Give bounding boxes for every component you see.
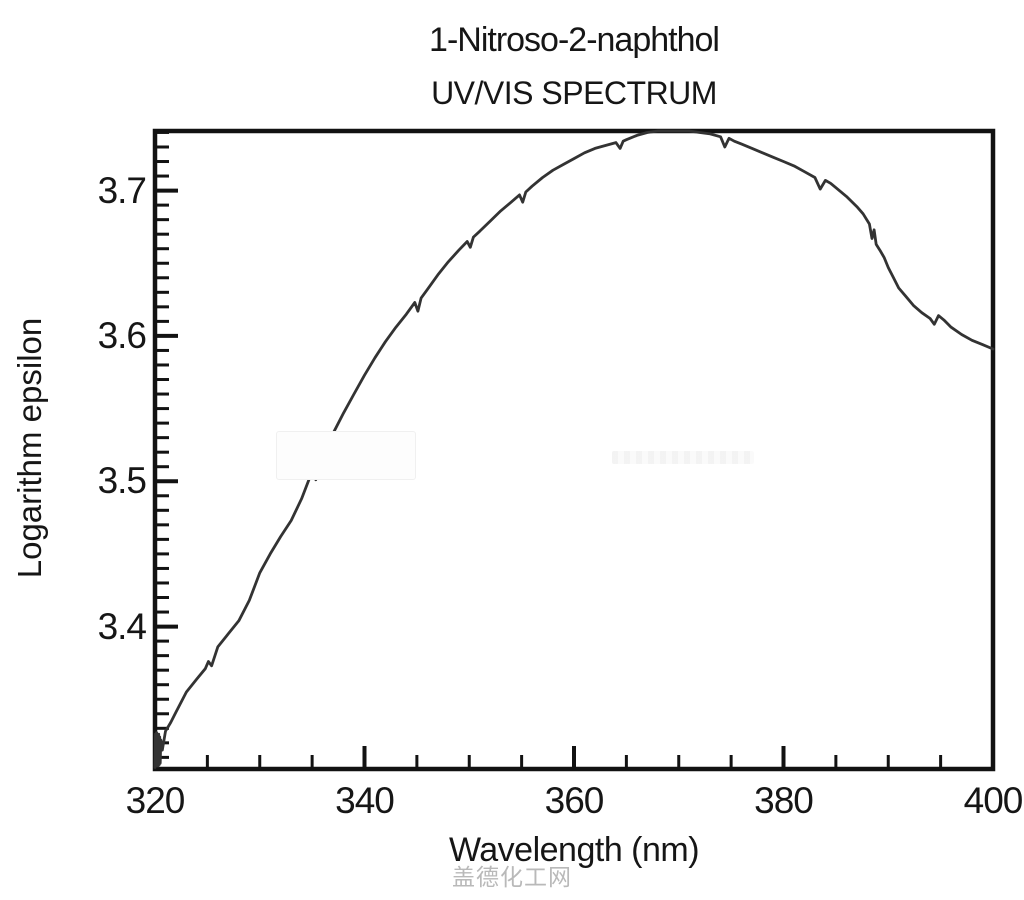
y-tick-label-3.4: 3.4 [97,605,147,647]
y-tick-label-3.5: 3.5 [97,460,147,502]
plot-frame [152,128,996,772]
x-tick-label-380: 380 [754,780,814,821]
y-tick-label-3.7: 3.7 [97,169,147,211]
chart-subtitle: UV/VIS SPECTRUM [431,75,717,111]
watermark-remnant [612,451,754,464]
watermark-remnant [276,431,416,480]
spectrum-curve [153,129,995,769]
x-axis-label: Wavelength (nm) [448,831,700,869]
x-tick-label-360: 360 [544,780,605,821]
x-tick-label-400: 400 [963,780,1024,821]
x-tick-label-320: 320 [125,780,186,821]
chart-title: 1-Nitroso-2-naphthol [429,21,720,59]
x-tick-label-340: 340 [335,780,395,821]
site-watermark: 盖德化工网 [452,864,572,890]
y-tick-label-3.6: 3.6 [97,314,147,356]
